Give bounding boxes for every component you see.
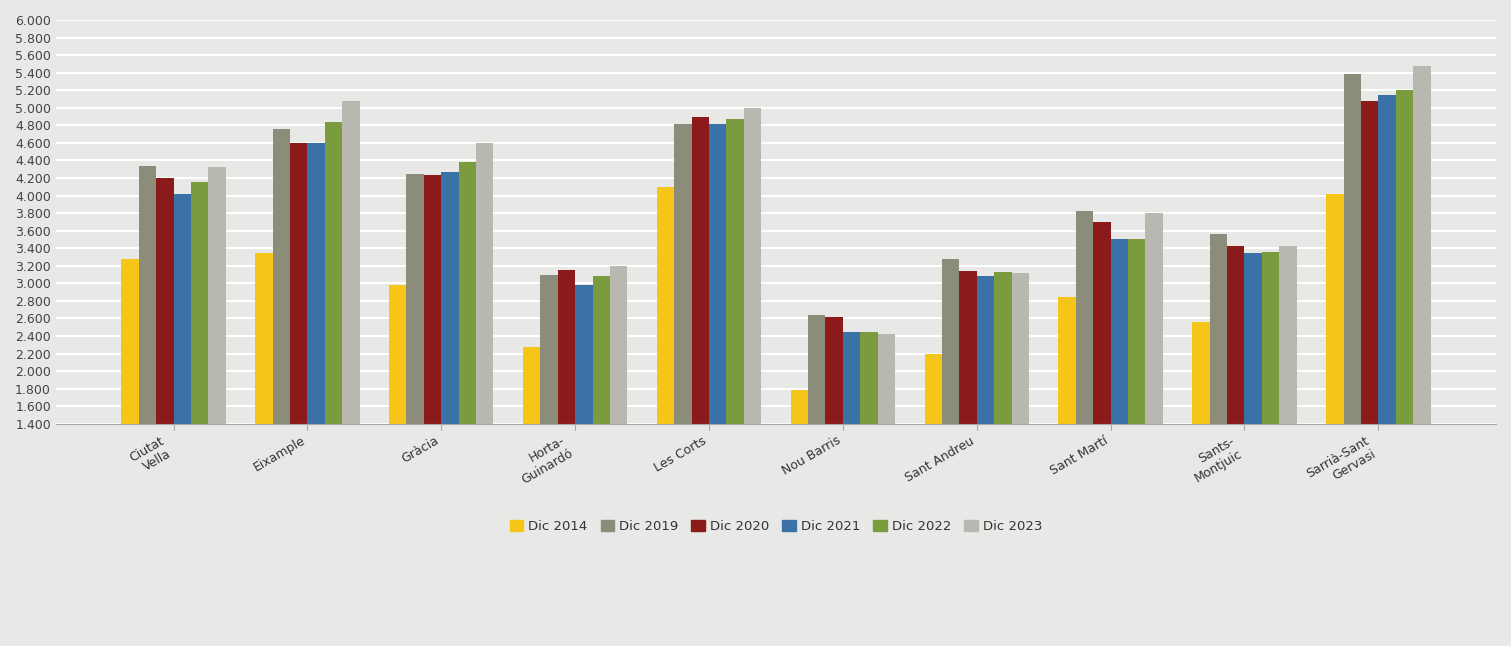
Bar	[341, 101, 360, 547]
Bar	[925, 353, 941, 547]
Bar	[825, 317, 843, 547]
Bar	[425, 175, 441, 547]
Bar	[994, 272, 1011, 547]
Bar	[209, 167, 225, 547]
Bar	[139, 166, 156, 547]
Bar	[1262, 252, 1280, 547]
Bar	[1280, 247, 1296, 547]
Bar	[174, 194, 190, 547]
Bar	[121, 259, 139, 547]
Bar	[1378, 94, 1396, 547]
Bar	[1076, 211, 1092, 547]
Bar	[1011, 273, 1029, 547]
Bar	[610, 266, 627, 547]
Bar	[878, 334, 895, 547]
Bar	[1145, 213, 1163, 547]
Bar	[272, 129, 290, 547]
Bar	[674, 123, 692, 547]
Bar	[976, 276, 994, 547]
Bar	[592, 276, 610, 547]
Bar	[576, 285, 592, 547]
Bar	[190, 182, 209, 547]
Bar	[743, 108, 762, 547]
Bar	[692, 116, 709, 547]
Bar	[941, 259, 959, 547]
Bar	[541, 275, 558, 547]
Bar	[1327, 194, 1343, 547]
Bar	[727, 120, 743, 547]
Bar	[1210, 234, 1227, 547]
Bar	[1343, 74, 1361, 547]
Bar	[860, 333, 878, 547]
Legend: Dic 2014, Dic 2019, Dic 2020, Dic 2021, Dic 2022, Dic 2023: Dic 2014, Dic 2019, Dic 2020, Dic 2021, …	[505, 515, 1047, 538]
Bar	[388, 285, 406, 547]
Bar	[808, 315, 825, 547]
Bar	[406, 174, 425, 547]
Bar	[558, 270, 576, 547]
Bar	[1413, 66, 1431, 547]
Bar	[709, 123, 727, 547]
Bar	[1227, 247, 1245, 547]
Bar	[1396, 90, 1413, 547]
Bar	[657, 187, 674, 547]
Bar	[1245, 253, 1262, 547]
Bar	[1192, 322, 1210, 547]
Bar	[307, 143, 325, 547]
Bar	[476, 143, 494, 547]
Bar	[1129, 240, 1145, 547]
Bar	[255, 253, 272, 547]
Bar	[1361, 101, 1378, 547]
Bar	[790, 390, 808, 547]
Bar	[459, 162, 476, 547]
Bar	[156, 178, 174, 547]
Bar	[441, 172, 459, 547]
Bar	[1111, 240, 1129, 547]
Bar	[1092, 222, 1111, 547]
Bar	[523, 346, 541, 547]
Bar	[1058, 297, 1076, 547]
Bar	[325, 122, 341, 547]
Bar	[959, 271, 976, 547]
Bar	[843, 331, 860, 547]
Bar	[290, 143, 307, 547]
